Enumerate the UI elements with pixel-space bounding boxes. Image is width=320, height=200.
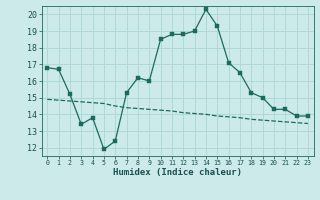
X-axis label: Humidex (Indice chaleur): Humidex (Indice chaleur) — [113, 168, 242, 177]
